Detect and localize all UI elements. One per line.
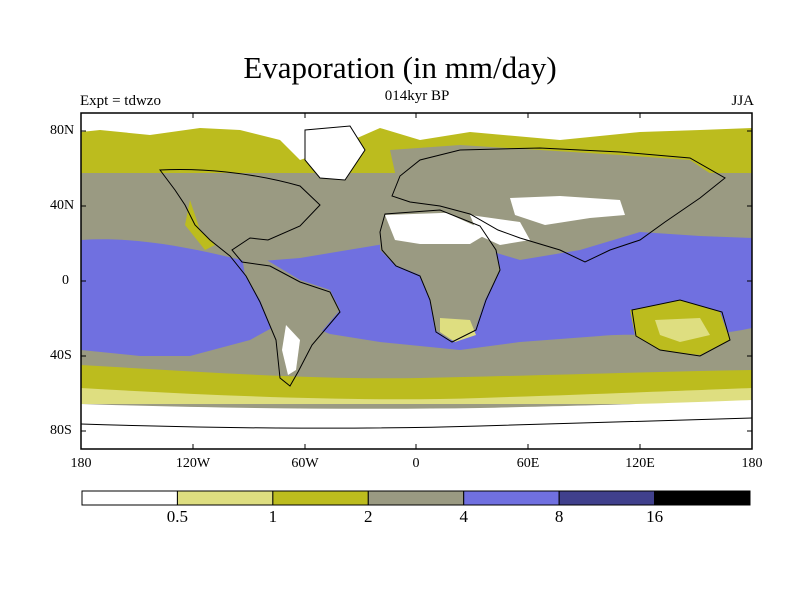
tick-marks (81, 113, 752, 449)
lat-label-40n: 40N (50, 198, 75, 213)
southern-belt (81, 365, 752, 400)
lat-label-80n: 80N (50, 123, 75, 138)
lon-label-60w: 60W (291, 456, 319, 471)
lat-label-40s: 40S (50, 348, 72, 363)
lon-label-60e: 60E (516, 456, 540, 471)
colorbar (81, 490, 751, 506)
arctic-region (81, 113, 752, 160)
lon-label-0: 0 (412, 456, 420, 471)
lon-label-180w: 180 (70, 456, 92, 471)
chart-subtitle: 014kyr BP (384, 88, 450, 104)
colorbar-level-label: 0.5 (166, 507, 189, 526)
map-fill-layer (81, 113, 752, 449)
colorbar-swatch (81, 490, 178, 506)
coastlines (81, 125, 752, 429)
lon-label-120w: 120W (175, 456, 211, 471)
colorbar-level-label: 4 (459, 507, 468, 526)
africa (380, 222, 500, 340)
colorbar-level-label: 16 (646, 507, 664, 526)
southern-transition (81, 388, 752, 404)
colorbar-swatch (463, 490, 560, 506)
colorbar-swatch (176, 490, 274, 506)
lat-label-80s: 80S (50, 423, 72, 438)
colorbar-swatch (272, 490, 369, 506)
lon-label-180e: 180 (741, 456, 763, 471)
south-america-dry (282, 325, 300, 375)
south-america (240, 245, 340, 385)
central-asia-dry (510, 196, 625, 225)
colorbar-swatch (654, 490, 751, 506)
antarctica (81, 400, 752, 449)
colorbar-swatch (558, 490, 656, 506)
greenland (305, 126, 365, 180)
chart-title: Evaporation (in mm/day) (243, 50, 557, 85)
colorbar-level-label: 2 (364, 507, 373, 526)
colorbar-level-label: 1 (268, 507, 278, 526)
australia-interior (655, 318, 710, 342)
lon-label-120e: 120E (625, 456, 655, 471)
experiment-label: Expt = tdwzo (80, 93, 161, 109)
season-label: JJA (731, 93, 754, 109)
colorbar-swatch (367, 490, 465, 506)
north-america (170, 175, 320, 240)
southern-africa (440, 318, 476, 342)
colorbar-level-label: 8 (554, 507, 564, 526)
lat-label-0: 0 (62, 273, 69, 288)
